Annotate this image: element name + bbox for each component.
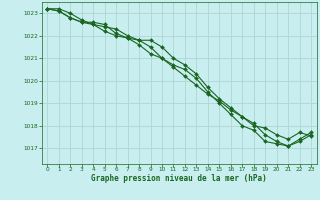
X-axis label: Graphe pression niveau de la mer (hPa): Graphe pression niveau de la mer (hPa) [91, 174, 267, 183]
